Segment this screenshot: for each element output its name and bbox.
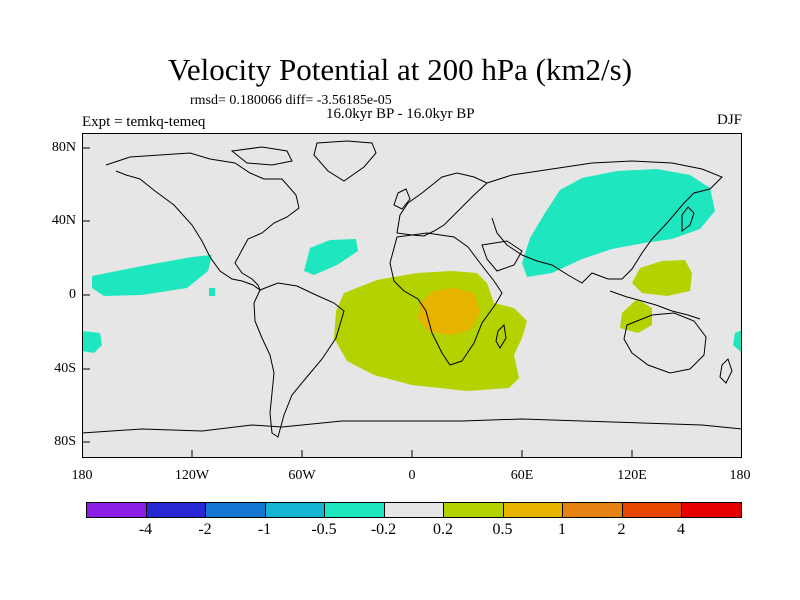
lon-label-0: 0 [408, 468, 416, 483]
coastlines [82, 140, 742, 438]
japan-coast [681, 206, 695, 232]
colorbar-label-3: -0.5 [311, 521, 337, 538]
stats-text: rmsd= 0.180066 diff= -3.56185e-05 [190, 93, 392, 108]
colorbar-box-5 [384, 503, 444, 517]
map-panel [82, 133, 742, 458]
antarctica-coast [82, 418, 742, 434]
contour-pos-orange-core [418, 288, 480, 335]
lon-label-180w: 180 [71, 468, 93, 483]
colorbar-label-5: 0.2 [433, 521, 453, 538]
map-svg [82, 133, 742, 458]
period-text: 16.0kyr BP - 16.0kyr BP [326, 106, 475, 122]
uk-coast [393, 188, 411, 210]
lat-label-80s: 80S [54, 434, 76, 449]
contour-neg-east-edge [733, 330, 742, 353]
greenland-coast [313, 140, 377, 182]
contour-pos-maritime [632, 260, 692, 296]
contour-neg-small-island [209, 288, 215, 296]
colorbar [86, 502, 742, 518]
indonesia-coast [609, 290, 701, 320]
colorbar-label-0: -4 [138, 521, 153, 538]
colorbar-box-1 [146, 503, 206, 517]
map-border [82, 133, 742, 458]
lon-label-60e: 60E [510, 468, 534, 483]
plot-title: Velocity Potential at 200 hPa (km2/s) [167, 52, 633, 87]
lat-label-40n: 40N [51, 213, 76, 228]
colorbar-box-8 [563, 503, 623, 517]
lon-label-120e: 120E [617, 468, 647, 483]
experiment-label: Expt = temkq-temeq [82, 114, 206, 130]
contour-neg-central-atlantic [304, 239, 358, 275]
lon-label-120w: 120W [174, 468, 210, 483]
colorbar-label-7: 1 [558, 521, 566, 538]
madagascar-coast [495, 323, 507, 349]
contour-neg-asia [522, 169, 715, 277]
season-label: DJF [716, 112, 742, 128]
new-zealand-coast [719, 358, 733, 384]
lat-label-80n: 80N [51, 140, 76, 155]
lat-label-40s: 40S [54, 361, 76, 376]
colorbar-box-6 [444, 503, 504, 517]
australia-coast [623, 312, 707, 374]
colorbar-box-3 [265, 503, 325, 517]
lat-label-0: 0 [69, 287, 76, 302]
contour-neg-north-pacific [92, 255, 212, 296]
colorbar-box-9 [622, 503, 682, 517]
colorbar-label-9: 4 [677, 521, 685, 538]
colorbar-box-2 [206, 503, 266, 517]
colorbar-box-10 [682, 503, 741, 517]
africa-coast [389, 232, 503, 366]
colorbar-box-7 [503, 503, 563, 517]
arctic-islands-coast [230, 146, 293, 166]
colorbar-label-2: -1 [257, 521, 272, 538]
colorbar-label-4: -0.2 [370, 521, 397, 538]
colorbar-label-8: 2 [617, 521, 626, 538]
colorbar-box-0 [87, 503, 147, 517]
lon-label-60w: 60W [288, 468, 316, 483]
arabia-coast [481, 240, 523, 272]
colorbar-box-4 [325, 503, 385, 517]
asia-coast [486, 160, 723, 284]
colorbar-label-6: 0.5 [492, 521, 513, 538]
colorbar-label-1: -2 [198, 521, 212, 538]
south-america-coast [253, 282, 345, 438]
north-america-coast [105, 152, 300, 292]
tick-marks [82, 147, 633, 458]
contour-neg-west-edge [82, 331, 102, 353]
lon-label-180e: 180 [729, 468, 751, 483]
